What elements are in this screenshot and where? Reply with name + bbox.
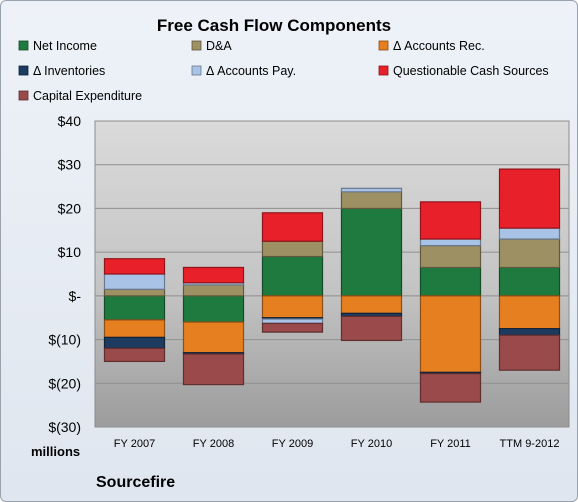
x-axis-ticks: FY 2007 FY 2008 FY 2009 FY 2010 FY 2011 TTM 9… [114, 438, 560, 450]
legend-swatch-questionable-cash-sources [378, 65, 389, 76]
y-tick-label: $40 [58, 113, 82, 129]
legend-swatch-capital-expenditure [18, 90, 29, 101]
bar-accounts-rec-fy-2010 [340, 295, 403, 314]
bar-accounts-rec-fy-2008 [182, 321, 245, 354]
bar-capital-expenditure-fy-2007 [103, 347, 166, 363]
bar-d-a-fy-2009 [261, 240, 324, 258]
x-tick-label: FY 2009 [272, 438, 313, 450]
legend-label-accounts-rec: Δ Accounts Rec. [393, 39, 485, 53]
bar-questionable-cash-sources-fy-2008 [182, 266, 245, 284]
company-name: Sourcefire [96, 474, 175, 491]
bar-net-income-fy-2011 [419, 266, 482, 297]
legend-swatch-net-income [18, 40, 29, 51]
bar-questionable-cash-sources-fy-2007 [103, 258, 166, 275]
y-tick-label: $30 [58, 157, 82, 173]
bar-d-a-fy-2007 [103, 288, 166, 297]
y-tick-label: $(20) [48, 375, 81, 391]
y-axis-label: millions [31, 444, 80, 459]
bar-capital-expenditure-fy-2008 [182, 353, 245, 386]
bar-inventories-ttm-9-2012 [498, 328, 561, 336]
bar-questionable-cash-sources-fy-2009 [261, 212, 324, 242]
legend-swatch-inventories [18, 65, 29, 76]
bar-accounts-pay-fy-2007 [103, 273, 166, 290]
bar-capital-expenditure-ttm-9-2012 [498, 334, 561, 371]
bar-d-a-ttm-9-2012 [498, 238, 561, 269]
bar-d-a-fy-2008 [182, 284, 245, 297]
legend-swatch-accounts-rec [378, 40, 389, 51]
bar-accounts-pay-fy-2010 [340, 187, 403, 193]
legend-swatch-accounts-pay [191, 65, 202, 76]
bar-accounts-pay-fy-2009 [261, 318, 324, 324]
y-tick-label: $(30) [48, 419, 81, 435]
legend-label-net-income: Net Income [33, 39, 97, 53]
bar-accounts-rec-fy-2009 [261, 295, 324, 319]
bar-questionable-cash-sources-fy-2011 [419, 201, 482, 240]
legend-label-capital-expenditure: Capital Expenditure [33, 89, 142, 103]
bars [103, 168, 561, 403]
bar-accounts-rec-fy-2007 [103, 319, 166, 338]
bar-d-a-fy-2011 [419, 244, 482, 269]
x-tick-label: TTM 9-2012 [500, 438, 560, 450]
grid [95, 120, 569, 428]
bar-accounts-rec-ttm-9-2012 [498, 295, 561, 330]
bar-net-income-fy-2007 [103, 295, 166, 321]
y-tick-label: $10 [58, 244, 82, 260]
bar-net-income-fy-2009 [261, 255, 324, 297]
plot-area [94, 120, 570, 428]
y-tick-label: $- [69, 288, 82, 304]
bar-net-income-ttm-9-2012 [498, 266, 561, 297]
bar-accounts-pay-fy-2011 [419, 238, 482, 247]
bar-accounts-pay-ttm-9-2012 [498, 227, 561, 240]
chart-title: Free Cash Flow Components [157, 16, 391, 35]
legend-label-inventories: Δ Inventories [33, 64, 105, 78]
bar-d-a-fy-2010 [340, 191, 403, 210]
bar-capital-expenditure-fy-2010 [340, 315, 403, 342]
legend: Net Income D&A Δ Accounts Rec. Δ Inventorie… [18, 39, 549, 103]
legend-swatch-d-a [191, 40, 202, 51]
bar-questionable-cash-sources-ttm-9-2012 [498, 168, 561, 229]
y-tick-label: $(10) [48, 332, 81, 348]
bar-capital-expenditure-fy-2009 [261, 322, 324, 333]
bar-net-income-fy-2008 [182, 295, 245, 323]
bar-net-income-fy-2010 [340, 207, 403, 297]
x-tick-label: FY 2008 [193, 438, 234, 450]
bar-inventories-fy-2007 [103, 336, 166, 349]
bar-capital-expenditure-fy-2011 [419, 373, 482, 403]
legend-label-questionable-cash-sources: Questionable Cash Sources [393, 64, 549, 78]
y-axis-ticks: $40 $30 $20 $10 $- $(10) $(20) $(30) [48, 113, 81, 435]
x-tick-label: FY 2007 [114, 438, 155, 450]
y-tick-label: $20 [58, 200, 82, 216]
legend-label-d-a: D&A [206, 39, 232, 53]
x-tick-label: FY 2011 [430, 438, 471, 450]
x-tick-label: FY 2010 [351, 438, 392, 450]
bar-accounts-rec-fy-2011 [419, 295, 482, 373]
legend-label-accounts-pay: Δ Accounts Pay. [206, 64, 296, 78]
